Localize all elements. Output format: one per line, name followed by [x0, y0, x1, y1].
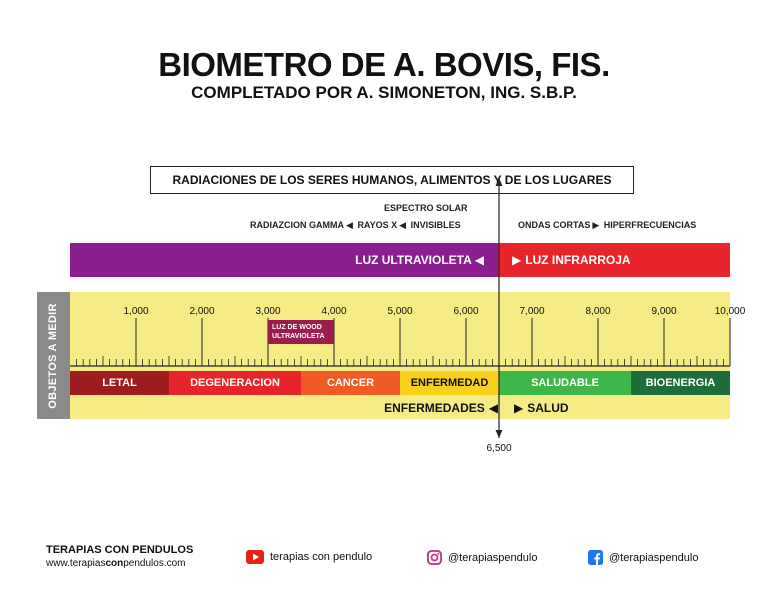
hyper-label: HIPERFRECUENCIAS	[603, 220, 697, 230]
page-subtitle: COMPLETADO POR A. SIMONETON, ING. S.B.P.	[191, 83, 577, 102]
tick-label: 10,000	[715, 306, 746, 317]
site-part: con	[105, 558, 124, 569]
segments-row: LETAL DEGENERACION CANCER ENFERMEDAD SALUDAB…	[70, 371, 730, 395]
footer-brand: TERAPIAS CON PENDULOS	[46, 544, 194, 556]
tick-label: 1,000	[123, 306, 148, 317]
health-label: SALUD	[527, 401, 569, 415]
bottom-row: ENFERMEDADES ◀ ▶ SALUD	[70, 400, 730, 418]
facebook-link[interactable]: @terapiaspendulo	[588, 550, 698, 565]
instagram-label: @terapiaspendulo	[448, 551, 538, 564]
short-waves-label: ONDAS CORTAS	[518, 220, 591, 230]
segment-cancer: CANCER	[301, 371, 400, 395]
radiation-box-label: RADIACIONES DE LOS SERES HUMANOS, ALIMEN…	[172, 173, 612, 187]
triangle-right-icon: ▶	[592, 220, 600, 230]
youtube-label: terapias con pendulo	[270, 551, 373, 563]
triangle-left-icon: ◀	[399, 220, 407, 230]
divider-arrow-up	[495, 178, 503, 186]
instagram-link[interactable]: @terapiaspendulo	[427, 550, 537, 565]
wood-line2: ULTRAVIOLETA	[272, 333, 325, 340]
facebook-label: @terapiaspendulo	[609, 551, 699, 564]
xray-label: RAYOS X	[357, 220, 398, 230]
divider-arrow-down	[495, 430, 503, 438]
wood-line1: LUZ DE WOOD	[272, 324, 322, 331]
tick-label: 5,000	[387, 306, 412, 317]
triangle-right-icon: ▶	[512, 253, 522, 267]
tick-label: 9,000	[651, 306, 676, 317]
solar-spectrum-label: ESPECTRO SOLAR	[384, 203, 468, 213]
site-part: pendulos.com	[123, 558, 186, 569]
diseases-label: ENFERMEDADES	[384, 401, 485, 415]
segment-degeneracion: DEGENERACION	[169, 371, 301, 395]
diseases-label-wrap: ENFERMEDADES ◀	[384, 401, 498, 415]
facebook-icon	[588, 550, 603, 565]
right-radiation-labels: ONDAS CORTAS ▶ HIPERFRECUENCIAS	[518, 220, 696, 231]
page-title: BIOMETRO DE A. BOVIS, FIS.	[158, 46, 610, 83]
site-part: www.terapias	[46, 558, 106, 569]
tick-label: 2,000	[189, 306, 214, 317]
health-label-wrap: ▶ SALUD	[514, 401, 569, 415]
triangle-left-icon: ◀	[488, 401, 498, 415]
tick-label: 7,000	[519, 306, 544, 317]
tick-label: 4,000	[321, 306, 346, 317]
triangle-left-icon: ◀	[346, 220, 353, 230]
divider-label: 6,500	[486, 443, 511, 454]
tick-label: 3,000	[255, 306, 280, 317]
tick-label: 6,000	[453, 306, 478, 317]
side-label-bar	[37, 292, 70, 419]
invisible-label: INVISIBLES	[410, 220, 461, 230]
radiation-box: RADIACIONES DE LOS SERES HUMANOS, ALIMEN…	[150, 166, 634, 194]
triangle-right-icon: ▶	[514, 401, 524, 415]
segment-bioenergia: BIOENERGIA	[631, 371, 730, 395]
left-radiation-labels: RADIAZCION GAMMA ◀ RAYOS X ◀ INVISIBLES	[250, 220, 461, 231]
youtube-link[interactable]: terapias con pendulo	[246, 550, 372, 564]
instagram-icon	[427, 550, 442, 565]
youtube-icon	[246, 550, 264, 564]
uv-band: LUZ ULTRAVIOLETA ◀	[70, 243, 498, 277]
uv-label: LUZ ULTRAVIOLETA	[355, 253, 472, 267]
ir-label: LUZ INFRARROJA	[525, 253, 631, 267]
ir-band: ▶ LUZ INFRARROJA	[498, 243, 730, 277]
wood-light-label: LUZ DE WOOD ULTRAVIOLETA	[268, 320, 334, 344]
gamma-label: RADIAZCION GAMMA	[250, 220, 344, 230]
tick-label: 8,000	[585, 306, 610, 317]
footer-website[interactable]: www.terapiasconpendulos.com	[46, 558, 186, 569]
segment-enfermedad: ENFERMEDAD	[400, 371, 499, 395]
segment-saludable: SALUDABLE	[499, 371, 631, 395]
triangle-left-icon: ◀	[474, 253, 484, 267]
segment-letal: LETAL	[70, 371, 169, 395]
